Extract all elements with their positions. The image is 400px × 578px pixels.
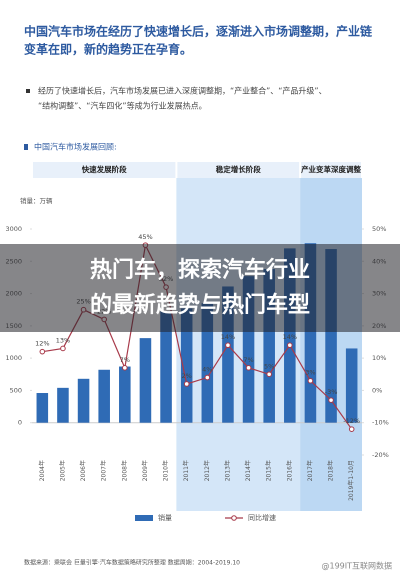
bullet-text: 经历了快速增长后，汽车市场发展已进入深度调整期，“产业整合”、“产品升级”、 xyxy=(38,86,327,96)
phase-background xyxy=(32,178,177,511)
growth-point xyxy=(287,342,293,349)
data-label: 5% xyxy=(264,362,274,370)
bar xyxy=(263,269,275,423)
bar xyxy=(304,243,317,423)
watermark: @199IT互联网数据 xyxy=(321,561,392,571)
bar xyxy=(201,303,214,423)
y2-tick-label: -20% xyxy=(372,451,389,459)
y2-tick-label: -10% xyxy=(372,419,389,427)
overlay-band xyxy=(0,244,400,332)
phase-label: 稳定增长阶段 xyxy=(216,164,261,174)
x-tick-label: 2019年1-10月 xyxy=(347,460,355,501)
y2-tick-label: 50% xyxy=(372,225,386,233)
source: 数据来源：乘联会 巨量引擎·汽车数据策略研究所整理 数据周期：2004-2019… xyxy=(24,559,240,567)
y-tick-label: 3000 xyxy=(5,225,22,233)
growth-point xyxy=(328,397,334,403)
data-label: 7% xyxy=(243,356,253,364)
x-tick-label: 2012年 xyxy=(203,460,211,481)
x-tick-label: 2006年 xyxy=(79,460,87,481)
data-label: 14% xyxy=(221,333,235,341)
phase-header xyxy=(177,162,300,178)
y2-tick-label: 0% xyxy=(372,386,382,394)
data-label: -12% xyxy=(343,417,360,425)
y-tick-label: 1000 xyxy=(5,354,22,362)
header-title: 中国汽车市场在经历了快速增长后，逐渐进入市场调整期，产业链 xyxy=(24,24,373,39)
growth-point xyxy=(225,342,231,349)
x-tick-label: 2009年 xyxy=(141,460,149,481)
bar xyxy=(180,308,193,423)
data-label: 3% xyxy=(305,369,315,377)
phase-header xyxy=(33,162,176,178)
growth-point xyxy=(245,365,252,371)
x-tick-label: 2010年 xyxy=(162,460,170,481)
chart-title: 中国汽车市场发展回顾: xyxy=(34,142,117,152)
data-label: 7% xyxy=(120,356,130,364)
growth-point xyxy=(348,426,355,432)
growth-point xyxy=(122,365,128,371)
overlay-title: 热门车，探索汽车行业 xyxy=(90,257,310,283)
legend-swatch xyxy=(231,515,237,521)
growth-point xyxy=(266,371,272,378)
growth-point xyxy=(307,377,314,384)
data-label: -3% xyxy=(325,388,338,396)
data-label: 14% xyxy=(283,333,297,341)
x-tick-label: 2014年 xyxy=(244,460,252,481)
legend-swatch xyxy=(135,515,153,521)
x-tick-label: 2018年 xyxy=(327,460,335,481)
x-tick-label: 2008年 xyxy=(120,460,128,481)
growth-point xyxy=(204,374,211,381)
bar xyxy=(345,348,358,423)
header-title: 变革在即，新的趋势正在孕育。 xyxy=(24,42,192,57)
x-tick-label: 2007年 xyxy=(100,460,108,481)
phase-background xyxy=(176,178,301,511)
bullet-text: “结构调整”、“汽车四化”等成为行业发展热点。 xyxy=(38,101,207,111)
bar xyxy=(242,276,255,423)
bar xyxy=(284,248,296,423)
data-label: 2% xyxy=(182,372,192,380)
overlay-title: 的最新趋势与热门车型 xyxy=(90,292,310,318)
growth-point xyxy=(60,345,66,352)
plot: 050010001500200025003000-20%-10%0%10%20%… xyxy=(5,225,388,522)
phase-label: 快速发展阶段 xyxy=(82,164,127,174)
bar xyxy=(57,387,69,423)
data-label: 45% xyxy=(138,233,152,241)
data-label: 13% xyxy=(56,336,70,344)
legend-label: 销量 xyxy=(158,513,172,522)
section-marker xyxy=(24,144,28,150)
x-tick-label: 2016年 xyxy=(285,460,293,481)
y2-tick-label: 10% xyxy=(372,354,386,362)
bar xyxy=(325,249,337,423)
growth-point xyxy=(39,348,46,355)
x-tick-label: 2015年 xyxy=(265,460,273,481)
growth-point xyxy=(183,381,190,387)
bar xyxy=(222,286,234,423)
y-tick-label: 500 xyxy=(10,386,22,394)
bullet xyxy=(26,89,30,93)
x-tick-label: 2013年 xyxy=(223,460,231,481)
bar xyxy=(160,311,172,423)
legend-label: 同比增速 xyxy=(248,513,276,522)
bar xyxy=(119,366,131,423)
x-tick-label: 2005年 xyxy=(58,460,66,481)
bar xyxy=(77,378,90,423)
phase-label: 产业变革深度调整 xyxy=(301,164,361,174)
bar xyxy=(139,338,152,423)
bar xyxy=(98,369,110,423)
data-label: 4% xyxy=(202,366,212,374)
y-axis-label: 销量：万辆 xyxy=(20,196,53,205)
y-tick-label: 0 xyxy=(18,419,22,427)
x-tick-label: 2017年 xyxy=(306,460,314,481)
x-tick-label: 2011年 xyxy=(182,460,190,481)
bar xyxy=(36,393,49,423)
data-label: 12% xyxy=(35,340,49,348)
x-tick-label: 2004年 xyxy=(38,460,46,481)
phase-header xyxy=(301,162,361,178)
